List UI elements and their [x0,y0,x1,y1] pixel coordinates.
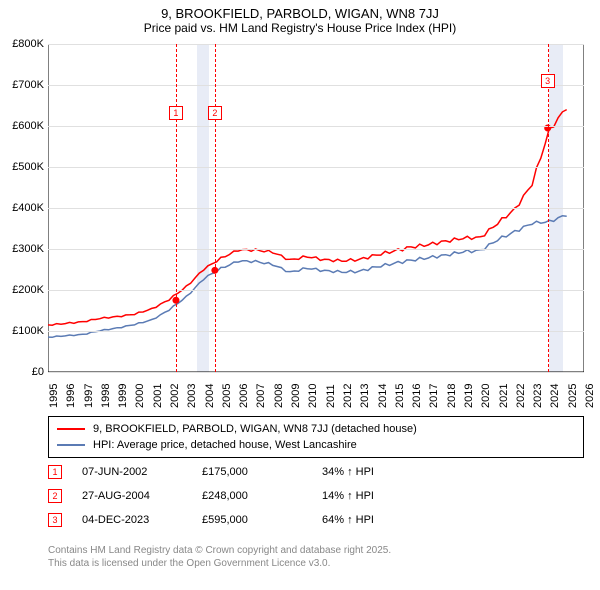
sales-date: 04-DEC-2023 [82,514,182,526]
x-axis-tick: 2026 [584,384,596,408]
x-axis-tick: 2003 [186,384,198,408]
x-axis-tick: 2009 [290,384,302,408]
x-axis-tick: 2024 [549,384,561,408]
x-axis-tick: 2022 [515,384,527,408]
x-axis-tick: 2007 [255,384,267,408]
gridline [48,290,584,291]
x-axis-tick: 2019 [463,384,475,408]
y-axis-tick: £600K [0,120,44,132]
legend-box: 9, BROOKFIELD, PARBOLD, WIGAN, WN8 7JJ (… [48,416,584,458]
footnote-line2: This data is licensed under the Open Gov… [48,557,391,570]
sales-price: £595,000 [202,514,302,526]
chart-plot-area: £0£100K£200K£300K£400K£500K£600K£700K£80… [48,44,584,372]
x-axis-tick: 2012 [342,384,354,408]
sales-date: 27-AUG-2004 [82,490,182,502]
footnote-line1: Contains HM Land Registry data © Crown c… [48,544,391,557]
y-axis-tick: £400K [0,202,44,214]
gridline [48,208,584,209]
x-axis-tick: 2023 [532,384,544,408]
y-axis-tick: £300K [0,243,44,255]
gridline [48,167,584,168]
sales-row: 1 07-JUN-2002 £175,000 34% ↑ HPI [48,460,584,484]
x-axis-tick: 2000 [134,384,146,408]
marker-label: 1 [169,106,183,120]
x-axis-tick: 2013 [359,384,371,408]
marker-vline [548,44,549,372]
marker-vline [176,44,177,372]
legend-swatch [57,444,85,446]
sales-delta: 34% ↑ HPI [322,466,422,478]
gridline [48,85,584,86]
sales-marker: 2 [48,489,62,503]
x-axis-tick: 2004 [204,384,216,408]
sales-date: 07-JUN-2002 [82,466,182,478]
legend-label: HPI: Average price, detached house, West… [93,439,357,451]
x-axis-tick: 2018 [446,384,458,408]
x-axis-tick: 2017 [428,384,440,408]
y-axis-tick: £700K [0,79,44,91]
sales-marker: 1 [48,465,62,479]
x-axis-tick: 2016 [411,384,423,408]
y-axis-tick: £0 [0,366,44,378]
marker-label: 2 [208,106,222,120]
legend-row: 9, BROOKFIELD, PARBOLD, WIGAN, WN8 7JJ (… [57,421,575,437]
legend-row: HPI: Average price, detached house, West… [57,437,575,453]
x-axis-tick: 2014 [377,384,389,408]
legend-swatch [57,428,85,430]
gridline [48,372,584,373]
x-axis-tick: 1999 [117,384,129,408]
x-axis-tick: 2015 [394,384,406,408]
sales-delta: 64% ↑ HPI [322,514,422,526]
sales-row: 3 04-DEC-2023 £595,000 64% ↑ HPI [48,508,584,532]
marker-vline [215,44,216,372]
x-axis-tick: 2002 [169,384,181,408]
y-axis-tick: £500K [0,161,44,173]
legend-label: 9, BROOKFIELD, PARBOLD, WIGAN, WN8 7JJ (… [93,423,417,435]
sales-marker: 3 [48,513,62,527]
chart-subtitle: Price paid vs. HM Land Registry's House … [0,21,600,35]
x-axis-tick: 2025 [567,384,579,408]
x-axis-tick: 1998 [100,384,112,408]
x-axis-tick: 2021 [498,384,510,408]
x-axis-tick: 2005 [221,384,233,408]
sales-delta: 14% ↑ HPI [322,490,422,502]
y-axis-tick: £100K [0,325,44,337]
series-line [48,110,567,326]
sales-table: 1 07-JUN-2002 £175,000 34% ↑ HPI 2 27-AUG-200… [48,460,584,532]
x-axis-tick: 1995 [48,384,60,408]
sales-price: £248,000 [202,490,302,502]
gridline [48,249,584,250]
y-axis-tick: £800K [0,38,44,50]
x-axis-tick: 2010 [307,384,319,408]
series-line [48,216,567,337]
sales-row: 2 27-AUG-2004 £248,000 14% ↑ HPI [48,484,584,508]
gridline [48,126,584,127]
x-axis-tick: 1997 [83,384,95,408]
x-axis-tick: 2006 [238,384,250,408]
x-axis-tick: 1996 [65,384,77,408]
x-axis-tick: 2011 [325,384,337,408]
sales-price: £175,000 [202,466,302,478]
x-axis-tick: 2020 [480,384,492,408]
y-axis-tick: £200K [0,284,44,296]
gridline [48,44,584,45]
x-axis-tick: 2008 [273,384,285,408]
chart-title: 9, BROOKFIELD, PARBOLD, WIGAN, WN8 7JJ [0,6,600,21]
footnote: Contains HM Land Registry data © Crown c… [48,544,391,570]
gridline [48,331,584,332]
marker-label: 3 [541,74,555,88]
x-axis-tick: 2001 [152,384,164,408]
